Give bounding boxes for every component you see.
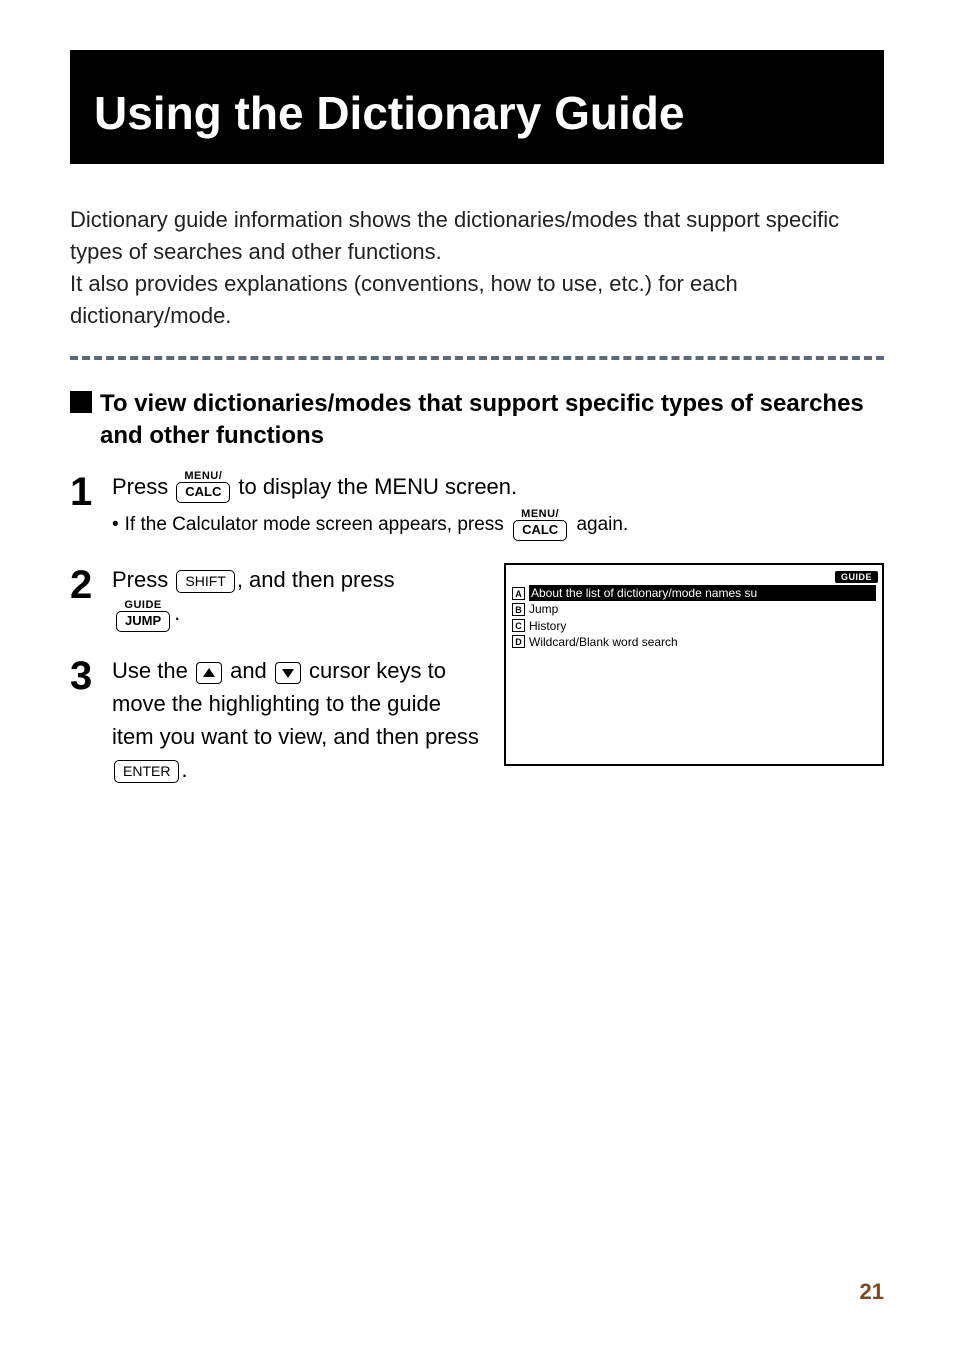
section-heading: To view dictionaries/modes that support …: [70, 388, 884, 453]
step-1: 1 Press MENU/ CALC to display the MENU s…: [70, 470, 884, 541]
row-text: Jump: [529, 601, 558, 617]
cursor-up-key-icon: [196, 662, 222, 684]
key-upper-label: MENU/: [521, 509, 559, 520]
guide-pill: GUIDE: [835, 571, 878, 583]
screenshot-row: A About the list of dictionary/mode names…: [510, 585, 878, 601]
cursor-down-key-icon: [275, 662, 301, 684]
key-lower-label: CALC: [176, 482, 230, 503]
step2-post: .: [174, 600, 180, 625]
menu-calc-key-icon: MENU/ CALC: [176, 471, 230, 503]
section-heading-text: To view dictionaries/modes that support …: [100, 388, 884, 453]
step-body: Press SHIFT, and then press GUIDE JUMP .: [112, 563, 484, 632]
step3-post: .: [181, 757, 187, 782]
page-title: Using the Dictionary Guide: [94, 86, 860, 140]
steps-list: 1 Press MENU/ CALC to display the MENU s…: [70, 470, 884, 808]
step3-pre: Use the: [112, 658, 188, 683]
divider: [70, 356, 884, 360]
row-text: History: [529, 618, 566, 634]
step-2: 2 Press SHIFT, and then press GUIDE JUMP…: [70, 563, 484, 632]
page-number: 21: [860, 1279, 884, 1305]
key-lower-label: CALC: [513, 520, 567, 541]
intro-text: Dictionary guide information shows the d…: [70, 204, 884, 332]
step1-bullet-pre: If the Calculator mode screen appears, p…: [125, 511, 504, 540]
row-letter-icon: D: [512, 635, 525, 648]
two-column-row: 2 Press SHIFT, and then press GUIDE JUMP…: [70, 563, 884, 808]
step-3: 3 Use the and cursor keys to move the hi…: [70, 654, 484, 786]
shift-key-icon: SHIFT: [176, 570, 234, 593]
step-body: Press MENU/ CALC to display the MENU scr…: [112, 470, 884, 541]
key-lower-label: JUMP: [116, 611, 170, 632]
enter-key-icon: ENTER: [114, 760, 179, 783]
row-letter-icon: B: [512, 603, 525, 616]
step3-mid1: and: [230, 658, 267, 683]
step-number: 3: [70, 656, 112, 696]
step-number: 2: [70, 565, 112, 605]
row-text: About the list of dictionary/mode names …: [529, 585, 876, 601]
bullet-dot-icon: •: [112, 511, 119, 540]
key-upper-label: MENU/: [184, 471, 222, 482]
step1-bullet: • If the Calculator mode screen appears,…: [112, 509, 884, 541]
device-screenshot: GUIDE A About the list of dictionary/mode…: [504, 563, 884, 766]
step1-pre: Press: [112, 470, 168, 503]
square-bullet-icon: [70, 391, 92, 413]
step1-post: to display the MENU screen.: [238, 470, 517, 503]
key-upper-label: GUIDE: [124, 600, 161, 611]
guide-jump-key-icon: GUIDE JUMP: [116, 600, 170, 632]
row-letter-icon: A: [512, 587, 525, 600]
row-text: Wildcard/Blank word search: [529, 634, 678, 650]
step2-mid: , and then press: [237, 567, 395, 592]
title-banner: Using the Dictionary Guide: [70, 50, 884, 164]
step1-bullet-post: again.: [576, 511, 628, 540]
screenshot-row: B Jump: [510, 601, 878, 617]
screenshot-row: D Wildcard/Blank word search: [510, 634, 878, 650]
row-letter-icon: C: [512, 619, 525, 632]
screenshot-row: C History: [510, 618, 878, 634]
step-body: Use the and cursor keys to move the high…: [112, 654, 484, 786]
menu-calc-key-icon: MENU/ CALC: [513, 509, 567, 541]
step-number: 1: [70, 472, 112, 512]
step2-pre: Press: [112, 567, 168, 592]
screenshot-blank-area: [510, 650, 878, 760]
